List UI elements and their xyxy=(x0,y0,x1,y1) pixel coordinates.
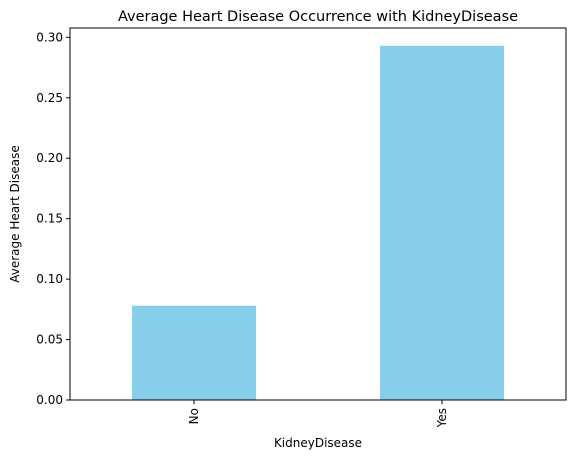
y-axis-label: Average Heart Disease xyxy=(8,145,22,283)
x-tick-label: Yes xyxy=(435,408,449,428)
chart-title: Average Heart Disease Occurrence with Ki… xyxy=(118,9,518,25)
y-tick-label: 0.25 xyxy=(36,91,63,105)
y-tick-label: 0.05 xyxy=(36,333,63,347)
x-axis-label: KidneyDisease xyxy=(274,436,362,450)
plot-frame xyxy=(69,27,567,401)
bars-group xyxy=(132,45,504,401)
y-tick-label: 0.15 xyxy=(36,212,63,226)
y-tick-label: 0.20 xyxy=(36,151,63,165)
x-tick-label: No xyxy=(187,408,201,424)
y-tick-label: 0.10 xyxy=(36,272,63,286)
y-tick-label: 0.00 xyxy=(36,393,63,407)
x-axis: No Yes xyxy=(187,400,449,428)
y-axis: 0.00 0.05 0.10 0.15 0.20 0.25 0.30 xyxy=(36,30,70,407)
bar-yes xyxy=(380,45,504,401)
y-tick-label: 0.30 xyxy=(36,30,63,44)
bar-no xyxy=(132,305,256,400)
